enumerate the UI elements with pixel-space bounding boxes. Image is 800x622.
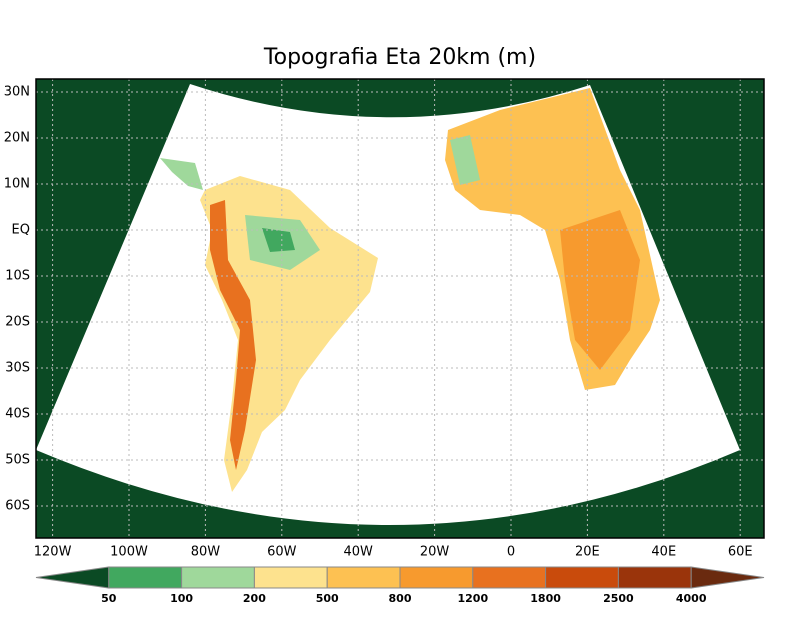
colorbar-swatch bbox=[399, 566, 474, 589]
colorbar-arrow-low bbox=[35, 566, 110, 589]
lon-tick-label: 80W bbox=[191, 545, 221, 560]
colorbar-swatch bbox=[545, 566, 619, 589]
andes bbox=[210, 200, 256, 470]
lon-tick-label: 40E bbox=[651, 545, 676, 560]
lon-tick-label: 100W bbox=[110, 545, 148, 560]
lat-tick-label: 40S bbox=[5, 407, 30, 422]
colorbar-label: 200 bbox=[243, 592, 266, 605]
colorbar-arrow-high bbox=[690, 566, 765, 589]
lon-tick-label: 0 bbox=[507, 545, 515, 560]
lat-tick-label: 60S bbox=[5, 499, 30, 514]
colorbar-label: 2500 bbox=[603, 592, 634, 605]
lon-tick-label: 60W bbox=[267, 545, 297, 560]
grid bbox=[36, 79, 764, 538]
colorbar-swatch bbox=[253, 566, 328, 589]
map-area bbox=[36, 79, 764, 538]
lat-tick-label: 50S bbox=[5, 453, 30, 468]
colorbar-swatch bbox=[617, 566, 692, 589]
lon-tick-label: 120W bbox=[34, 545, 72, 560]
colorbar-label: 500 bbox=[316, 592, 339, 605]
colorbar-label: 1200 bbox=[457, 592, 488, 605]
colorbar-label: 50 bbox=[101, 592, 117, 605]
west-africa-coast bbox=[450, 135, 480, 185]
map-frame bbox=[35, 78, 765, 539]
colorbar-swatch bbox=[326, 566, 401, 589]
lon-tick-label: 40W bbox=[343, 545, 373, 560]
lat-tick-label: 10S bbox=[5, 269, 30, 284]
colorbar-label: 800 bbox=[389, 592, 412, 605]
colorbar-swatch bbox=[472, 566, 547, 589]
colorbar-label: 1800 bbox=[530, 592, 561, 605]
map-title: Topografia Eta 20km (m) bbox=[263, 45, 536, 70]
colorbar: 50 100 200 500 800 1200 1800 2500 4000 bbox=[35, 566, 765, 605]
lon-tick-label: 60E bbox=[728, 545, 753, 560]
lat-tick-label: 30N bbox=[4, 85, 30, 100]
colorbar-label: 100 bbox=[170, 592, 193, 605]
colorbar-swatch bbox=[181, 566, 255, 589]
lon-tick-label: 20E bbox=[575, 545, 600, 560]
central-america bbox=[160, 158, 203, 190]
lat-tick-label: EQ bbox=[12, 223, 30, 238]
tick-labels: 120W 100W 80W 60W 40W 20W 0 20E 40E 60E 30N 20N 10N E… bbox=[4, 85, 753, 560]
lon-tick-label: 20W bbox=[420, 545, 450, 560]
lat-tick-label: 20S bbox=[5, 315, 30, 330]
lat-tick-label: 30S bbox=[5, 361, 30, 376]
africa-plateau bbox=[560, 210, 640, 370]
colorbar-swatch bbox=[108, 566, 183, 589]
lat-tick-label: 20N bbox=[4, 131, 30, 146]
lat-tick-label: 10N bbox=[4, 177, 30, 192]
colorbar-label: 4000 bbox=[676, 592, 707, 605]
amazon-basin bbox=[262, 228, 295, 252]
